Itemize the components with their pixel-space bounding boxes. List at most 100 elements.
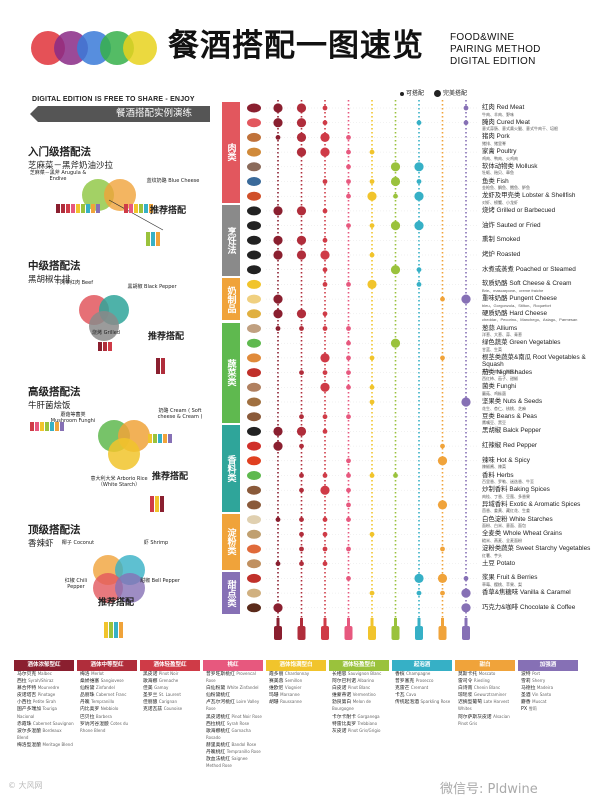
possible-pairing-dot: [346, 326, 351, 331]
row-label: 白色淀粉 White Starches 面粉、白米、意面、面包: [482, 516, 600, 529]
ingredient-label: 蘑菇等菌类 Mushroom Funghi: [50, 412, 96, 424]
perfect-pairing-dot: [296, 309, 307, 319]
food-icon: [247, 265, 261, 275]
recommended-bottles: [104, 622, 123, 638]
row-label-text: 烧烤 Grilled or Barbecued: [482, 206, 556, 214]
wine-variety: 品丽珠 Cabernet Franc: [80, 692, 127, 699]
wine-column: 桃红 普罗旺斯桃红 Provencal Rose 白仙粉黛 White Zinfan…: [203, 660, 263, 770]
wine-bottle-icon: [415, 626, 423, 640]
perfect-pairing-dot: [296, 235, 307, 245]
wine-variety: 克雷芒 Cremant: [395, 685, 429, 692]
row-label-sub: bleu、Gorgonzola、Stilton、Roquefort: [482, 302, 551, 308]
row-label: 红辣椒 Red Pepper: [482, 442, 600, 450]
possible-pairing-dot: [322, 414, 328, 420]
possible-pairing-dot: [346, 502, 351, 508]
example-2: 中级搭配法 黑胡椒牛排: [28, 258, 210, 285]
row-label-sub: Brie、mascarpone、creme fraiche: [482, 287, 544, 293]
legend: 可搭配 完美搭配: [400, 88, 467, 97]
wine-variety: 维蒙蒂诺 Vermentino: [332, 692, 376, 699]
ingredient-label: 蓝纹奶酪 Blue Cheese: [146, 178, 200, 184]
wine-variety: 圣酒 Vin Santo: [521, 692, 552, 699]
wine-bottle-icon: [391, 626, 400, 640]
food-icon: [247, 559, 261, 569]
possible-pairing-dot: [322, 531, 328, 537]
row-label-sub: cheddar、Pecorino、Manchego、Asiago、Parmesa…: [482, 317, 578, 323]
wine-variety: 莫斯卡托 Moscato: [458, 671, 496, 677]
perfect-pairing-dot: [414, 162, 424, 172]
ingredient-label: 虾 Shrimp: [143, 540, 169, 546]
row-label-sub: 甘蓝、生菜: [482, 346, 502, 352]
row-label: 烤炉 Roasted: [482, 251, 600, 259]
row-label-sub: 意式蒜肠、意式熏火腿、意式牛肉干、培根: [482, 126, 558, 132]
venn-diagram-1: [82, 179, 164, 231]
row-label-text: 土豆 Potato: [482, 559, 516, 567]
row-label: 葱蒜 Alliums 洋葱、大葱、蒜、青葱: [482, 325, 600, 338]
possible-pairing-dot: [322, 237, 328, 243]
possible-pairing-dot: [346, 179, 351, 184]
row-label: 红肉 Red Meat 牛肉、羊肉、野味: [482, 104, 600, 117]
example-4: 顶级搭配法 香辣虾: [28, 522, 210, 549]
perfect-pairing-dot: [437, 573, 448, 583]
possible-pairing-dot: [346, 517, 351, 522]
ingredient-label: 甜椒 Bell Pepper: [140, 578, 180, 584]
food-icon: [247, 162, 261, 172]
row-label-sub: 对虾、螃蟹、小龙虾: [482, 199, 518, 205]
wine-column-header: 起泡酒: [392, 660, 452, 671]
wine-variety: 佳丽酿 Carignan: [143, 699, 177, 706]
food-icon: [247, 118, 261, 128]
perfect-pairing-dot: [414, 221, 424, 231]
possible-pairing-dot: [299, 517, 304, 522]
wine-variety: PX 雪莉: [521, 706, 537, 713]
wine-variety: 皮诺塔吉 Pinotage: [17, 692, 56, 699]
row-label-text: 红辣椒 Red Pepper: [482, 442, 538, 450]
example-dish: 香辣虾: [28, 539, 54, 549]
row-label: 黑胡椒 Balck Pepper: [482, 427, 600, 435]
wine-variety: 马德拉 Madeira: [521, 685, 554, 692]
wine-column: 酒体饱满型白 霞多丽 Chardonnay 赛美蓉 Semillon 维欧尼 Viog…: [266, 660, 326, 706]
possible-pairing-dot: [299, 326, 304, 331]
perfect-pairing-dot: [296, 132, 307, 142]
wine-variety: 香槟 Champagne: [395, 671, 431, 677]
wine-variety: 丹魄桃红 Tempranillo Rose: [206, 749, 261, 756]
perfect-pairing-dot: [367, 279, 377, 289]
title-en-line3: DIGITAL EDITION: [450, 56, 536, 67]
ingredient-label: 黑胡椒 Black Pepper: [127, 284, 177, 290]
example-dish: 牛肝菌烩饭: [28, 401, 71, 411]
food-icon: [247, 471, 261, 480]
possible-pairing-dot: [322, 546, 328, 552]
perfect-pairing-dot: [367, 191, 377, 201]
row-label-text: 龙虾及甲壳类 Lobster & Shellfish: [482, 192, 576, 200]
food-icon: [247, 221, 261, 231]
perfect-pairing-dot: [273, 250, 283, 260]
wine-variety: 赛美蓉 Semillon: [269, 678, 303, 685]
possible-pairing-dot: [440, 296, 445, 302]
perfect-pairing-dot: [320, 382, 330, 392]
perfect-pairing-dot: [320, 132, 330, 142]
row-label: 根茎类蔬菜&南瓜 Root Vegetables & Squash 芦笋、南瓜、胡…: [482, 354, 600, 374]
wine-variety: 赫里奥桃红 Bandol Rose: [206, 741, 257, 748]
row-label-sub: 糙米、燕麦、全麦面粉: [482, 537, 522, 543]
row-label-sub: 花生、杏仁、核桃、芝麻: [482, 405, 526, 411]
row-label-sub: 鹰嘴豆、黑豆: [482, 420, 506, 426]
row-label-text: 猪肉 Pork: [482, 133, 510, 141]
perfect-pairing-dot: [320, 485, 330, 495]
wine-swatch-bars: [98, 342, 112, 351]
wine-variety: 迟摘型葡萄 Late Harvest Whites: [458, 699, 510, 712]
wine-variety: 灰皮诺 Pinot Gris/Grigio: [332, 727, 381, 734]
wine-column: 起泡酒 香槟 Champagne 普罗塞克 Prosecco 克雷芒 Cremant 卡…: [392, 660, 452, 706]
wine-variety: 罗讷河谷混酿 Cotes du Rhone Blend: [80, 720, 129, 733]
possible-pairing-dot: [346, 487, 351, 493]
wine-column-header: 桃红: [203, 660, 263, 671]
example-3: 高级搭配法 牛肝菌烩饭: [28, 384, 210, 411]
possible-pairing-dot: [346, 384, 351, 390]
possible-pairing-dot: [322, 326, 328, 331]
wine-variety: 歌海娜桃红 Garnacha Rosado: [206, 727, 251, 740]
row-label: 硬质奶酪 Hard Cheese cheddar、Pecorino、Mancheg…: [482, 310, 600, 323]
wine-variety: 桑娇维塞 Sangiovese: [80, 678, 124, 685]
wine-bottle-neck: [323, 618, 327, 627]
perfect-pairing-dot: [390, 162, 401, 172]
perfect-pairing-dot: [273, 426, 283, 436]
possible-pairing-dot: [322, 311, 328, 317]
example-title: 高级搭配法: [28, 386, 81, 398]
wine-bottle-neck: [441, 618, 444, 627]
